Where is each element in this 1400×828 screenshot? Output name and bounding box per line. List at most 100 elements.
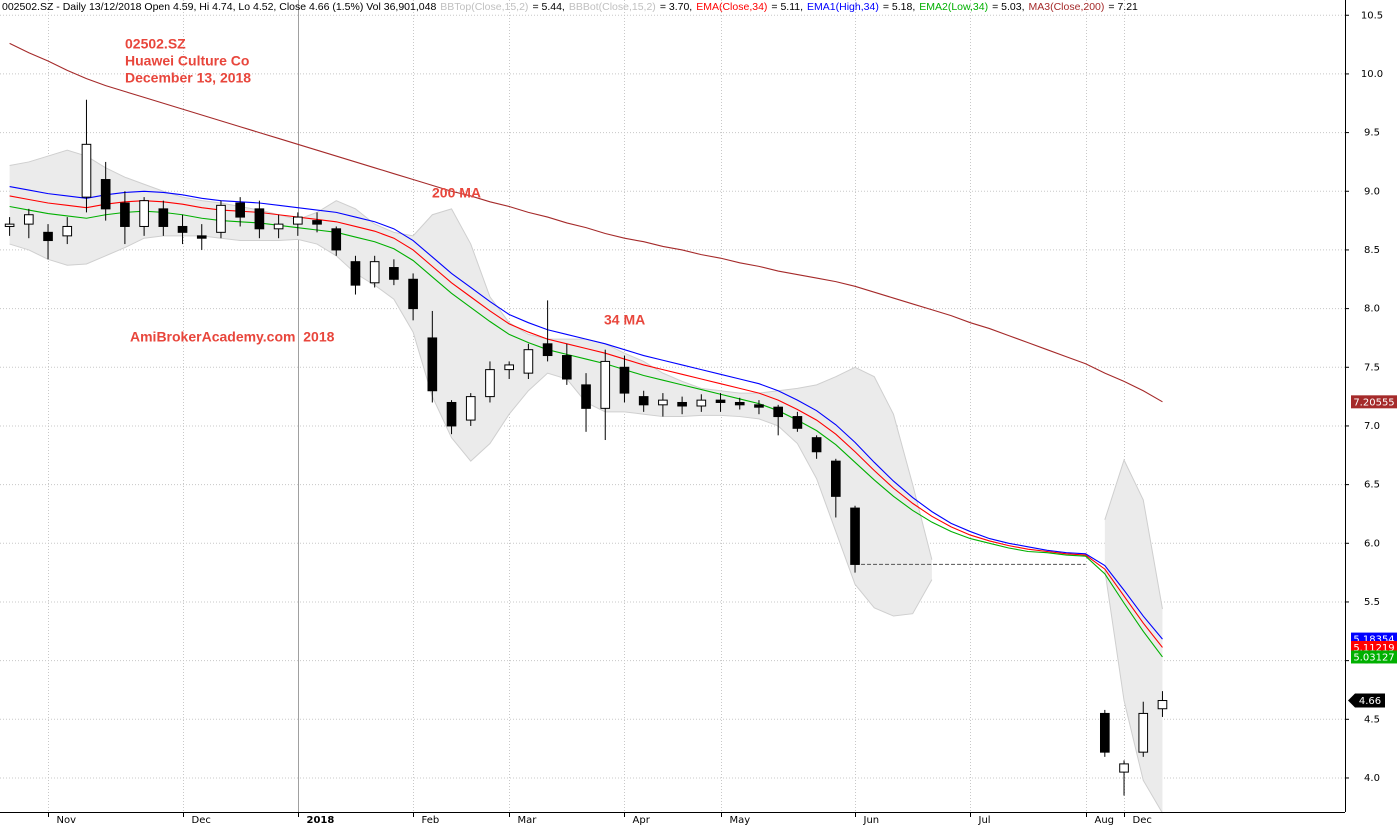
annotation: Huawei Culture Co [125,53,249,69]
indicator-line [9,186,1163,640]
x-tick-label: Feb [422,815,440,826]
y-tick-label: 9.5 [1364,128,1380,139]
y-tick-label: 8.5 [1364,245,1380,256]
candle-body [715,399,726,403]
y-tick-label: 4.5 [1364,714,1380,725]
candle-layer [4,99,1168,796]
x-tick-label: Mar [518,815,538,826]
y-tick-label: 10.0 [1361,69,1383,80]
candle-body [427,337,438,392]
candle-body [158,208,169,227]
candle-body [139,200,149,227]
y-tick-label: 10.5 [1361,10,1383,21]
candle-body [658,399,668,406]
y-tick-label: 7.5 [1364,362,1380,373]
candle-body [1157,700,1168,710]
x-tick-label: May [730,815,751,826]
annotation: 200 MA [432,185,481,201]
x-tick-label: Dec [192,815,211,826]
x-tick-label: Nov [57,815,77,826]
candle-body [600,360,611,409]
x-tick-label: Jul [978,815,991,826]
candle-body [235,202,246,218]
last-value-label: 7.20555 [1353,397,1394,408]
x-tick-label: 2018 [307,815,335,826]
candle-body [4,223,15,227]
candle-body [542,343,553,357]
y-tick-label: 6.5 [1364,480,1380,491]
x-tick-label: Jun [863,815,880,826]
header-segment: 002502.SZ - Daily 13/12/2018 Open 4.59, … [2,1,436,13]
last-value-label: 5.03127 [1353,652,1394,663]
candle-body [696,399,707,407]
candle-body [43,231,53,242]
last-value-label: 5.11219 [1353,643,1394,654]
header: 002502.SZ - Daily 13/12/2018 Open 4.59, … [2,1,1138,13]
candle-body [177,225,188,233]
candle-body [408,278,418,310]
annotation: AmiBrokerAcademy.com 2018 [130,329,335,345]
candle-body [23,214,34,225]
x-tick-label: Dec [1133,815,1152,826]
candle-body [216,204,226,233]
last-close-label: 4.66 [1359,696,1381,707]
candle-body [273,223,284,230]
last-value-box [1351,650,1397,664]
band-area [9,150,932,617]
x-tick-label: Aug [1095,815,1115,826]
candle-body [830,460,841,497]
candle-body [465,396,476,421]
candle-body [792,416,803,429]
last-close-box [1348,693,1385,708]
candle-body [446,401,457,427]
annotation: December 13, 2018 [125,70,251,86]
candle-body [254,208,265,230]
band-lower [1104,570,1163,814]
header-segment: BBTop(Close,15,2) [440,1,528,13]
candle-body [485,369,495,398]
candle-body [1138,712,1149,753]
indicator-line [9,195,1163,648]
annotations: 02502.SZ Huawei Culture Co December 13, … [125,36,645,345]
candle-body [754,404,764,408]
candle-body [561,355,572,380]
candle-body [120,202,130,227]
header-segment: = 5.11, [771,1,803,13]
band-upper [1104,458,1163,610]
x-tick-label: Apr [633,815,651,826]
candle-body [677,401,687,407]
y-tick-label: 6.0 [1364,538,1380,549]
y-tick-label: 8.0 [1364,304,1380,315]
last-value-box [1351,395,1397,409]
header-segment: = 7.21 [1108,1,1138,13]
candle-body [734,401,745,406]
candle-body [196,235,207,239]
candle-body [81,143,92,198]
candle-body [292,216,303,225]
candle-body [811,437,822,453]
candle-body [331,228,342,251]
candle-body [638,396,649,406]
indicator-line [9,42,1163,403]
header-segment: = 5.18, [883,1,915,13]
annotation: 02502.SZ [125,36,186,52]
y-tick-label: 5.5 [1364,597,1380,608]
header-segment: = 5.44, [532,1,564,13]
y-tick-label: 9.0 [1364,186,1380,197]
last-value-label: 5.18354 [1353,635,1394,646]
candle-body [389,267,399,280]
candle-body [581,384,591,409]
candle-body [62,225,73,237]
y-tick-label: 7.0 [1364,421,1380,432]
header-segment: BBBot(Close,15,2) [569,1,656,13]
header-segment: MA3(Close,200) [1029,1,1105,13]
candle-body [1119,763,1129,773]
indicator-line [9,205,1163,658]
candle-body [773,406,784,418]
y-tick-label: 4.0 [1364,773,1380,784]
candle-body [350,261,361,286]
